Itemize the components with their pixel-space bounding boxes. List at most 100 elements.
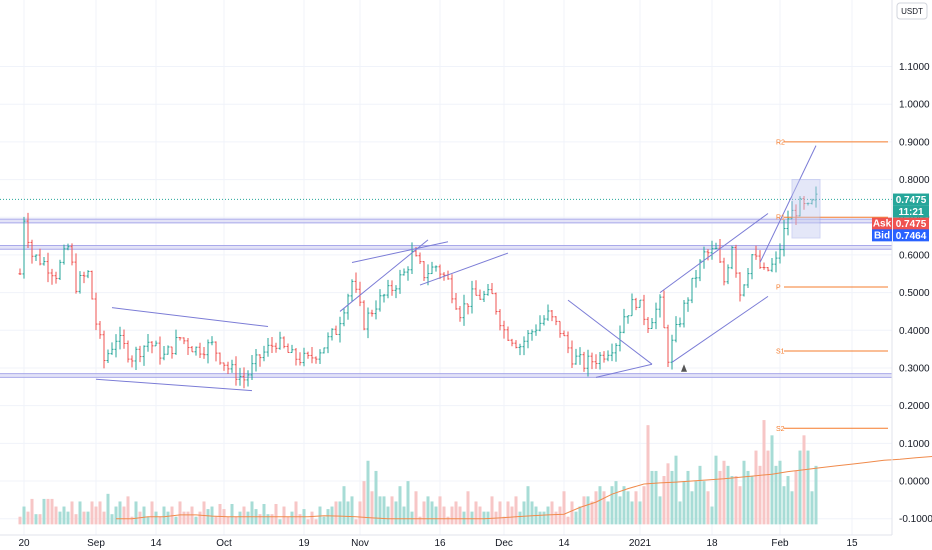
volume-bar [262, 504, 266, 525]
volume-bar [42, 498, 46, 525]
time-tick-label: 18 [706, 538, 718, 549]
trendline-drawings[interactable] [95, 145, 817, 392]
volume-bar [394, 501, 398, 525]
volume-bar [210, 506, 214, 525]
trendline-0[interactable] [111, 307, 269, 328]
volume-bar [78, 501, 82, 525]
volume-bar [326, 509, 330, 525]
trendline-4[interactable] [567, 299, 653, 365]
trendline-8[interactable] [759, 145, 817, 263]
volume-bar [594, 491, 598, 525]
volume-bar [350, 496, 354, 525]
volume-bar [102, 511, 106, 525]
volume-bar [570, 501, 574, 525]
volume-bar [66, 511, 70, 525]
time-tick-label: Feb [771, 538, 789, 549]
currency-button[interactable]: USDT [896, 2, 928, 20]
volume-bar [242, 506, 246, 525]
volume-bar [162, 506, 166, 525]
volume-bar [590, 501, 594, 525]
volume-bar [146, 516, 150, 525]
marker-triangle-icon [681, 364, 687, 372]
volume-bar [766, 450, 770, 525]
trendline-1[interactable] [95, 378, 253, 392]
volume-bar [746, 470, 750, 525]
horizontal-bands [0, 198, 892, 378]
volume-bar [478, 506, 482, 525]
volume-bar [98, 501, 102, 525]
volume-bar [386, 506, 390, 525]
price-tick-label: -0.1000 [899, 514, 932, 525]
volume-bar [298, 514, 302, 525]
volume-bar [50, 498, 54, 525]
price-axis[interactable]: 1.10001.00000.90000.80000.70000.60000.50… [899, 62, 932, 525]
volume-bar [26, 511, 30, 525]
volume-bar [426, 496, 430, 525]
pivot-levels: R2 R1 P S1 S2 [776, 139, 888, 433]
volume-bar [62, 506, 66, 525]
volume-bar [402, 506, 406, 525]
volume-bar [182, 511, 186, 525]
volume-bar [670, 470, 674, 525]
volume-bar [530, 501, 534, 525]
volume-bar [202, 501, 206, 525]
pivot-label-S2: S2 [776, 426, 785, 433]
volume-bar [634, 491, 638, 525]
bid-tag-label: Bid [874, 230, 890, 241]
volume-bar [418, 516, 422, 525]
volume-bar [654, 470, 658, 525]
volume-bar [154, 511, 158, 525]
volume-bar [658, 496, 662, 525]
volume-bar [558, 506, 562, 525]
trendline-2[interactable] [339, 239, 429, 312]
band-1 [0, 245, 892, 250]
countdown-tag-value: 11:21 [898, 207, 923, 218]
volume-bar [346, 501, 350, 525]
volume-bar [694, 481, 698, 525]
volume-bar [134, 501, 138, 525]
volume-bar [778, 460, 782, 525]
volume-bar [270, 514, 274, 525]
volume-bar [582, 496, 586, 525]
last-price-tag-value: 0.7475 [896, 195, 927, 206]
trendline-9[interactable] [419, 252, 509, 286]
volume-bar [698, 465, 702, 525]
volume-bar [482, 511, 486, 525]
volume-bar [758, 465, 762, 525]
selection-rect[interactable] [791, 179, 821, 239]
volume-bar [22, 506, 26, 525]
volume-bar [74, 514, 78, 525]
trendline-5[interactable] [595, 363, 653, 378]
last-price-tag-bg [893, 193, 929, 206]
volume-bar [366, 460, 370, 525]
volume-bar [374, 470, 378, 525]
volume-bar [578, 506, 582, 525]
countdown-tag-bg [893, 205, 929, 218]
trendline-7[interactable] [671, 295, 769, 363]
volume-bar [742, 460, 746, 525]
volume-bar [150, 501, 154, 525]
price-tick-label: 1.0000 [899, 100, 930, 111]
volume-bar [550, 501, 554, 525]
trendline-3[interactable] [351, 241, 449, 263]
selection-box[interactable] [791, 179, 821, 239]
trendline-6[interactable] [659, 213, 769, 294]
ask-tag: Ask 0.7475 [872, 217, 929, 230]
volume-bar [566, 516, 570, 525]
pivot-label-P: P [776, 284, 781, 291]
time-tick-label: Nov [351, 538, 369, 549]
volume-bar [794, 470, 798, 525]
volume-bar [406, 481, 410, 525]
volume-bar [282, 506, 286, 525]
time-axis[interactable]: 20 Sep 14 Oct 19 Nov 16 Dec 14 2021 18 Feb 15 [18, 538, 858, 549]
volume-bar [30, 498, 34, 525]
volume-bar [722, 460, 726, 525]
time-tick-label: 19 [298, 538, 310, 549]
volume-bar [562, 491, 566, 525]
last-price-tag: 0.7475 [893, 193, 929, 206]
volume-bar [726, 465, 730, 525]
volume-bar [198, 511, 202, 525]
volume-bar [454, 501, 458, 525]
volume-bar [258, 514, 262, 525]
